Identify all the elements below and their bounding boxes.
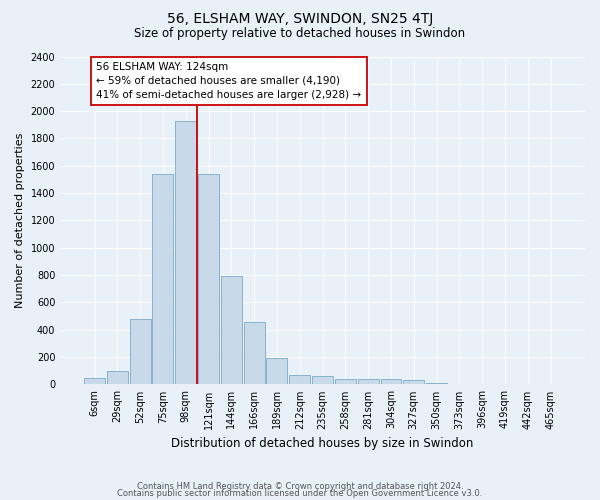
Bar bbox=[130, 319, 151, 384]
Bar bbox=[358, 379, 379, 384]
Bar bbox=[107, 371, 128, 384]
X-axis label: Distribution of detached houses by size in Swindon: Distribution of detached houses by size … bbox=[172, 437, 474, 450]
Bar bbox=[266, 358, 287, 384]
Bar bbox=[84, 378, 105, 384]
Bar bbox=[152, 174, 173, 384]
Bar bbox=[175, 120, 196, 384]
Bar bbox=[289, 375, 310, 384]
Bar bbox=[221, 276, 242, 384]
Y-axis label: Number of detached properties: Number of detached properties bbox=[15, 133, 25, 308]
Bar bbox=[335, 379, 356, 384]
Text: 56 ELSHAM WAY: 124sqm
← 59% of detached houses are smaller (4,190)
41% of semi-d: 56 ELSHAM WAY: 124sqm ← 59% of detached … bbox=[97, 62, 361, 100]
Bar bbox=[403, 380, 424, 384]
Text: Contains HM Land Registry data © Crown copyright and database right 2024.: Contains HM Land Registry data © Crown c… bbox=[137, 482, 463, 491]
Bar bbox=[426, 383, 447, 384]
Text: Contains public sector information licensed under the Open Government Licence v3: Contains public sector information licen… bbox=[118, 490, 482, 498]
Text: 56, ELSHAM WAY, SWINDON, SN25 4TJ: 56, ELSHAM WAY, SWINDON, SN25 4TJ bbox=[167, 12, 433, 26]
Bar bbox=[244, 322, 265, 384]
Bar bbox=[312, 376, 333, 384]
Text: Size of property relative to detached houses in Swindon: Size of property relative to detached ho… bbox=[134, 28, 466, 40]
Bar bbox=[380, 379, 401, 384]
Bar bbox=[198, 174, 219, 384]
